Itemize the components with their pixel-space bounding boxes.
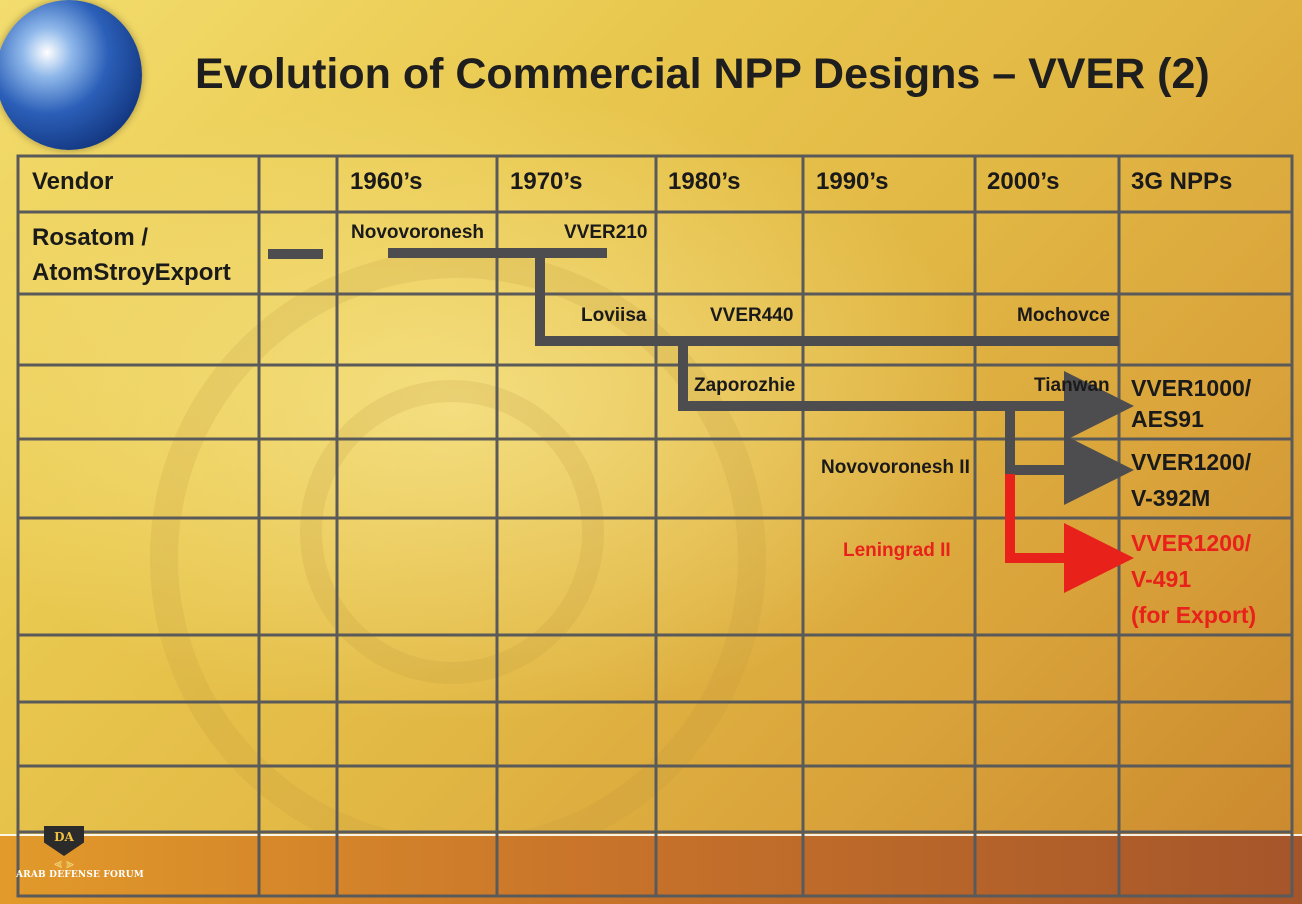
header-2000s: 2000’s	[987, 168, 1060, 195]
vendor-line-2: AtomStroyExport	[32, 259, 231, 286]
header-3g-npps: 3G NPPs	[1131, 168, 1233, 195]
label-mochovce: Mochovce	[1017, 305, 1110, 326]
v392m-line	[1005, 406, 1134, 505]
page-title: Evolution of Commercial NPP Designs – VV…	[195, 50, 1210, 98]
arab-defense-forum-logo: DA ⫷ ⫸ ARAB DEFENSE FORUM	[16, 826, 144, 900]
label-leningrad-ii: Leningrad II	[843, 540, 951, 561]
design-v491-line-2: V-491	[1131, 566, 1192, 592]
v491-line	[1005, 474, 1134, 593]
header-1990s: 1990’s	[816, 168, 889, 195]
header-vendor: Vendor	[32, 168, 114, 195]
design-v491-line-3: (for Export)	[1131, 602, 1257, 628]
logo-shield-icon: DA	[44, 826, 84, 856]
design-v392m-line-2: V-392M	[1131, 485, 1211, 511]
header-1960s: 1960’s	[350, 168, 423, 195]
logo-text: ARAB DEFENSE FORUM	[16, 870, 144, 880]
design-v392m-line-1: VVER1200/	[1131, 449, 1252, 475]
label-novovoronesh: Novovoronesh	[351, 222, 485, 243]
globe-icon	[0, 0, 142, 150]
table-grid	[16, 154, 1294, 898]
label-vver440: VVER440	[710, 305, 794, 326]
bottom-band	[0, 836, 1302, 904]
design-v392m: VVER1200/ V-392M	[1131, 444, 1251, 516]
vendor-name: Rosatom / AtomStroyExport	[32, 220, 231, 290]
design-aes91-line-1: VVER1000/	[1131, 375, 1252, 401]
header-1970s: 1970’s	[510, 168, 583, 195]
label-zaporozhie: Zaporozhie	[694, 375, 796, 396]
aes91-line	[678, 341, 1134, 441]
label-novovoronesh-ii: Novovoronesh II	[821, 457, 970, 478]
vendor-line-1: Rosatom /	[32, 224, 149, 251]
label-loviisa: Loviisa	[581, 305, 647, 326]
vver440-line	[535, 253, 1119, 346]
design-v491-line-1: VVER1200/	[1131, 530, 1252, 556]
logo-wings-icon: ⫷ ⫸	[54, 855, 74, 871]
header-1980s: 1980’s	[668, 168, 741, 195]
label-vver210: VVER210	[564, 222, 648, 243]
design-aes91: VVER1000/ AES91	[1131, 370, 1251, 437]
design-v491: VVER1200/ V-491 (for Export)	[1131, 525, 1256, 633]
design-aes91-line-2: AES91	[1131, 406, 1204, 432]
label-tianwan: Tianwan	[1034, 375, 1110, 396]
